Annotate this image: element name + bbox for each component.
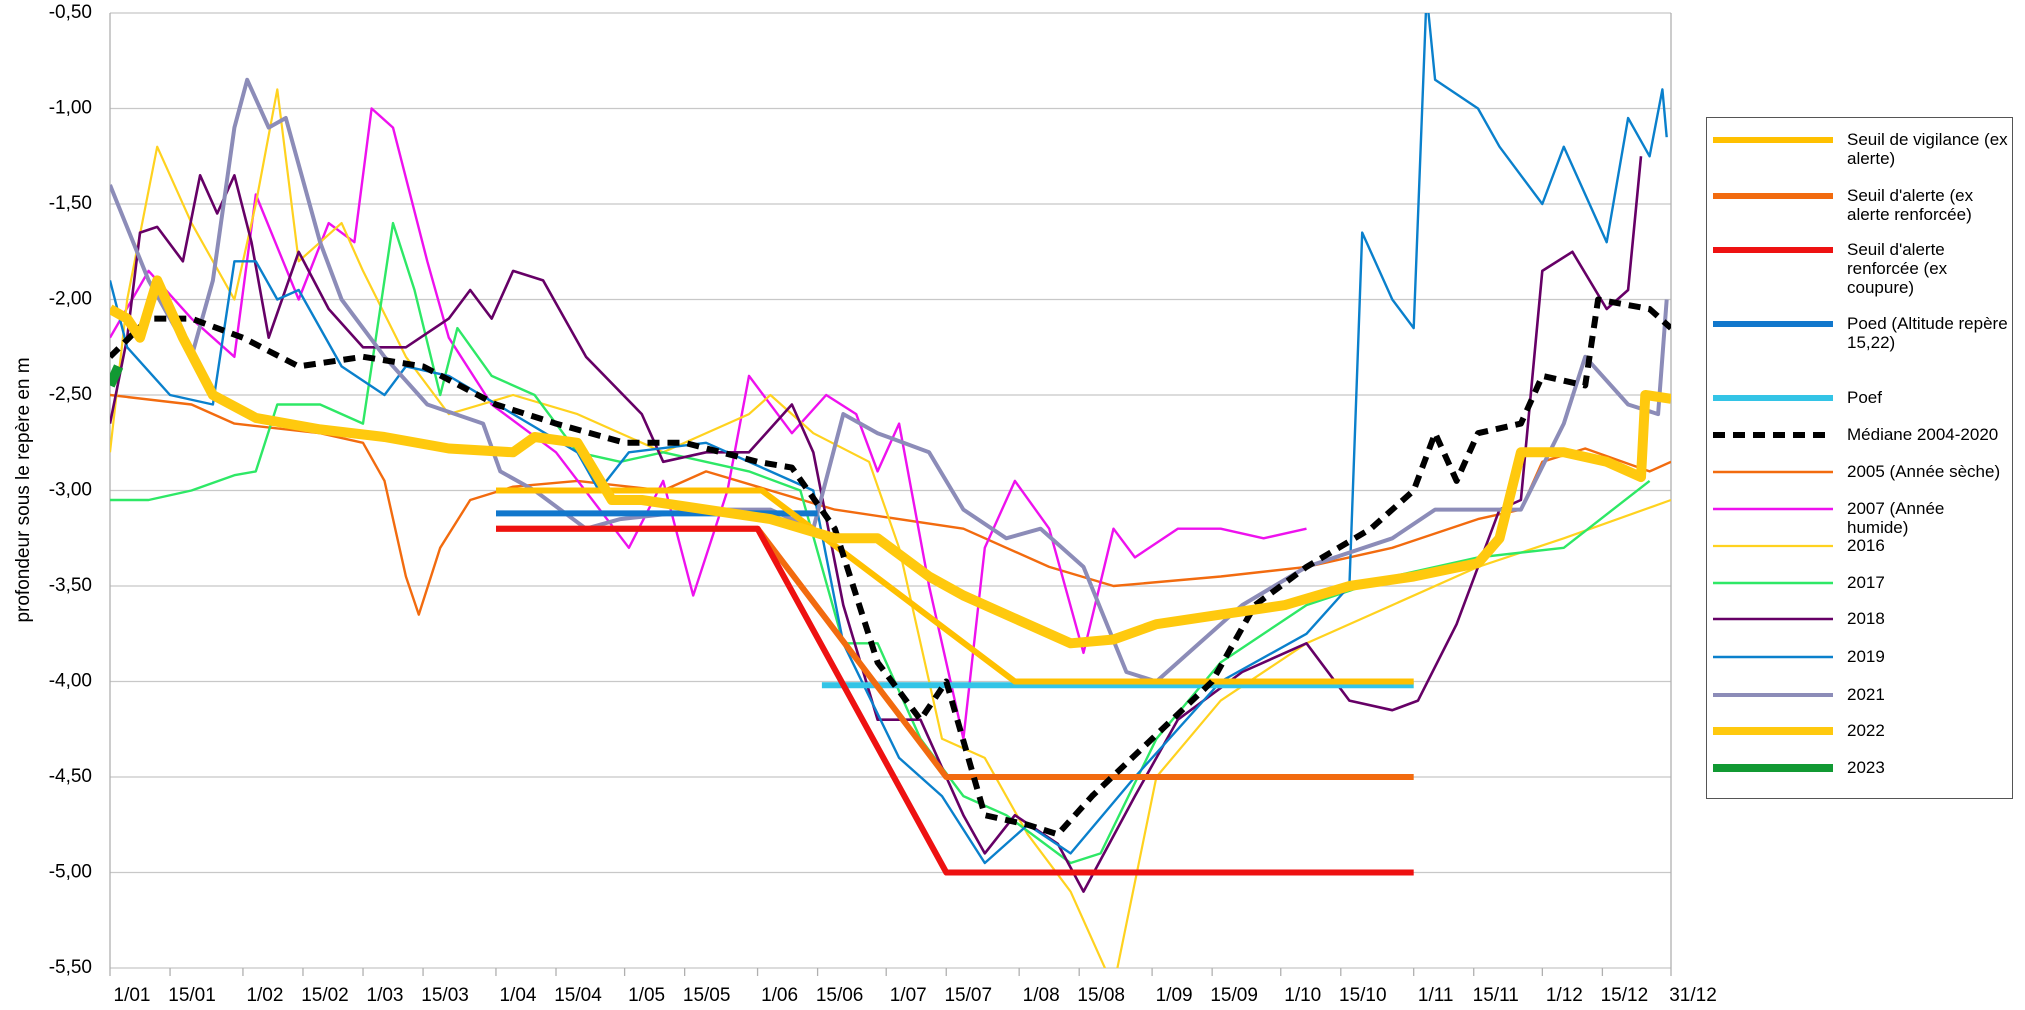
y-tick-label: -4,50	[49, 766, 92, 787]
x-tick-label: 15/02	[301, 985, 349, 1006]
x-tick-label: 1/11	[1418, 985, 1454, 1006]
y-tick-label: -3,50	[49, 575, 92, 596]
series-line	[110, 275, 1671, 649]
legend-swatch	[1713, 617, 1833, 621]
series-line	[496, 525, 1414, 876]
x-tick-label: 1/08	[1023, 985, 1060, 1006]
x-tick-label: 1/02	[246, 985, 283, 1006]
x-tick-label: 15/10	[1339, 985, 1387, 1006]
legend-swatch	[1713, 432, 1833, 438]
legend-swatch	[1713, 470, 1833, 474]
series-line	[496, 487, 1414, 685]
legend-label: 2017	[1847, 573, 1885, 592]
legend-swatch	[1713, 544, 1833, 548]
x-tick-label: 1/10	[1284, 985, 1321, 1006]
legend-swatch	[1713, 321, 1833, 327]
x-tick-label: 15/11	[1473, 985, 1519, 1006]
legend-swatch	[1713, 727, 1833, 735]
y-tick-label: -2,50	[49, 384, 92, 405]
legend-label: 2023	[1847, 758, 1885, 777]
x-tick-label: 15/09	[1210, 985, 1258, 1006]
x-tick-label: 15/12	[1601, 985, 1649, 1006]
legend-label: Seuil de vigilance (ex alerte)	[1847, 130, 2008, 168]
legend-swatch	[1713, 247, 1833, 253]
legend-swatch	[1713, 693, 1833, 697]
x-tick-label: 1/01	[114, 985, 151, 1006]
x-tick-label: 1/03	[367, 985, 404, 1006]
legend-swatch	[1713, 655, 1833, 659]
series-line	[110, 156, 1643, 893]
x-tick-label: 1/05	[628, 985, 665, 1006]
legend: Seuil de vigilance (ex alerte) Seuil d'al…	[1706, 117, 2013, 799]
legend-label: 2007 (Année humide)	[1847, 499, 1945, 537]
y-tick-label: -3,00	[49, 480, 92, 501]
series-line	[110, 296, 1671, 838]
legend-label: 2016	[1847, 536, 1885, 555]
x-tick-label: 1/06	[761, 985, 798, 1006]
y-tick-label: -0,50	[49, 2, 92, 23]
legend-swatch	[1713, 764, 1833, 772]
y-tick-label: -5,00	[49, 862, 92, 883]
series-line	[110, 364, 124, 388]
legend-swatch	[1713, 137, 1833, 143]
legend-swatch	[1713, 395, 1833, 401]
series-line	[110, 107, 1307, 740]
legend-label: Seuil d'alerte renforcée (ex coupure)	[1847, 240, 1948, 297]
x-tick-label: 15/07	[944, 985, 992, 1006]
y-tick-label: -1,00	[49, 98, 92, 119]
series-line	[110, 13, 1668, 865]
legend-label: 2019	[1847, 647, 1885, 666]
x-tick-label: 15/08	[1077, 985, 1125, 1006]
legend-label: Seuil d'alerte (ex alerte renforcée)	[1847, 186, 1974, 224]
x-tick-label: 15/04	[554, 985, 602, 1006]
y-axis-title: profondeur sous le repère en m	[13, 357, 34, 622]
series-line	[110, 88, 1671, 968]
y-tick-label: -2,00	[49, 289, 92, 310]
x-tick-label: 15/03	[421, 985, 469, 1006]
legend-swatch	[1713, 193, 1833, 199]
x-tick-label: 1/07	[890, 985, 927, 1006]
legend-label: 2018	[1847, 609, 1885, 628]
legend-swatch	[1713, 507, 1833, 511]
x-tick-label: 15/01	[168, 985, 216, 1006]
legend-label: Poed (Altitude repère 15,22)	[1847, 314, 2008, 352]
legend-label: 2005 (Année sèche)	[1847, 462, 2001, 481]
series-line	[110, 393, 1671, 616]
x-tick-label: 1/12	[1546, 985, 1583, 1006]
legend-label: 2022	[1847, 721, 1885, 740]
x-tick-label: 15/05	[683, 985, 731, 1006]
y-tick-label: -1,50	[49, 193, 92, 214]
legend-swatch	[1713, 581, 1833, 585]
legend-label: 2021	[1847, 685, 1885, 704]
series-line	[110, 77, 1669, 684]
plot-area	[110, 13, 1671, 968]
x-tick-label: 1/09	[1156, 985, 1193, 1006]
x-tick-label: 15/06	[816, 985, 864, 1006]
y-tick-label: -4,00	[49, 671, 92, 692]
legend-label: Médiane 2004-2020	[1847, 425, 1999, 444]
series-line	[496, 525, 1414, 780]
legend-label: Poef	[1847, 388, 1882, 407]
y-tick-label: -5,50	[49, 957, 92, 978]
x-tick-label: 31/12	[1669, 985, 1717, 1006]
x-tick-label: 1/04	[499, 985, 536, 1006]
